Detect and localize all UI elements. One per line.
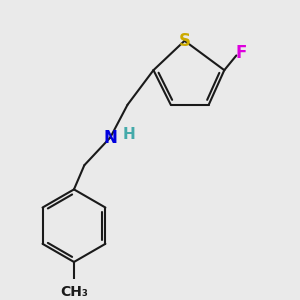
Text: H: H: [123, 127, 136, 142]
Text: S: S: [178, 32, 190, 50]
Text: F: F: [236, 44, 247, 62]
Text: CH₃: CH₃: [60, 285, 88, 299]
Text: N: N: [103, 129, 117, 147]
